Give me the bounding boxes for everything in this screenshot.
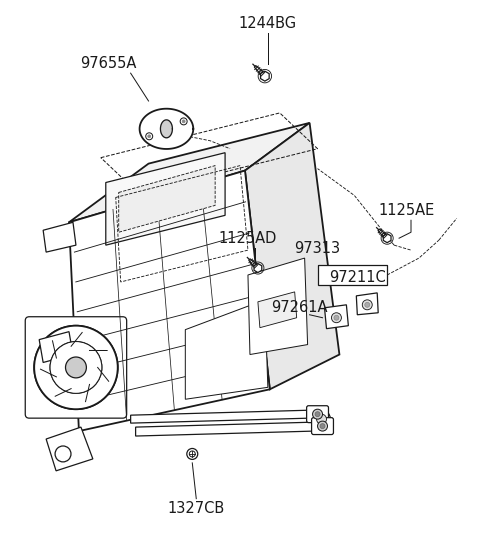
Text: 1125AE: 1125AE bbox=[379, 203, 435, 218]
Circle shape bbox=[34, 326, 118, 409]
Circle shape bbox=[316, 414, 326, 424]
Circle shape bbox=[189, 451, 195, 457]
Circle shape bbox=[312, 410, 330, 428]
Circle shape bbox=[332, 313, 341, 323]
Polygon shape bbox=[248, 258, 308, 355]
Text: 97655A: 97655A bbox=[81, 55, 137, 71]
Circle shape bbox=[334, 316, 339, 320]
FancyBboxPatch shape bbox=[312, 418, 334, 435]
Text: 97313: 97313 bbox=[295, 240, 341, 256]
Text: 1327CB: 1327CB bbox=[168, 501, 225, 516]
Circle shape bbox=[362, 300, 372, 310]
Polygon shape bbox=[378, 229, 389, 240]
Polygon shape bbox=[383, 234, 391, 243]
Circle shape bbox=[187, 448, 198, 460]
Circle shape bbox=[50, 342, 102, 393]
Polygon shape bbox=[69, 171, 270, 431]
Polygon shape bbox=[69, 123, 310, 222]
Polygon shape bbox=[160, 120, 172, 138]
FancyBboxPatch shape bbox=[25, 317, 127, 418]
Polygon shape bbox=[185, 300, 268, 399]
Circle shape bbox=[318, 421, 327, 431]
Polygon shape bbox=[254, 263, 262, 273]
FancyBboxPatch shape bbox=[307, 406, 328, 423]
Circle shape bbox=[315, 412, 320, 417]
Circle shape bbox=[180, 118, 187, 125]
Polygon shape bbox=[249, 259, 260, 270]
Text: 1244BG: 1244BG bbox=[239, 16, 297, 31]
Polygon shape bbox=[106, 153, 225, 245]
Polygon shape bbox=[245, 123, 339, 390]
Circle shape bbox=[365, 302, 370, 307]
Circle shape bbox=[65, 357, 86, 378]
Circle shape bbox=[148, 135, 151, 138]
Circle shape bbox=[146, 133, 153, 140]
Polygon shape bbox=[258, 292, 297, 327]
Polygon shape bbox=[119, 165, 215, 232]
Circle shape bbox=[320, 424, 325, 429]
Polygon shape bbox=[43, 222, 76, 252]
Polygon shape bbox=[261, 71, 269, 81]
Polygon shape bbox=[46, 427, 93, 471]
Polygon shape bbox=[324, 305, 348, 329]
Text: 1125AD: 1125AD bbox=[219, 231, 277, 246]
Text: 97211C: 97211C bbox=[329, 270, 386, 286]
Circle shape bbox=[182, 120, 185, 123]
Circle shape bbox=[34, 326, 118, 409]
Polygon shape bbox=[254, 66, 266, 78]
Polygon shape bbox=[39, 332, 73, 362]
Text: 97261A: 97261A bbox=[271, 300, 328, 316]
Circle shape bbox=[55, 446, 71, 462]
Polygon shape bbox=[136, 422, 314, 436]
Circle shape bbox=[312, 409, 323, 419]
Polygon shape bbox=[140, 109, 193, 149]
Polygon shape bbox=[356, 293, 378, 315]
Circle shape bbox=[50, 342, 102, 393]
Bar bbox=[318, 265, 387, 285]
Polygon shape bbox=[131, 410, 310, 423]
